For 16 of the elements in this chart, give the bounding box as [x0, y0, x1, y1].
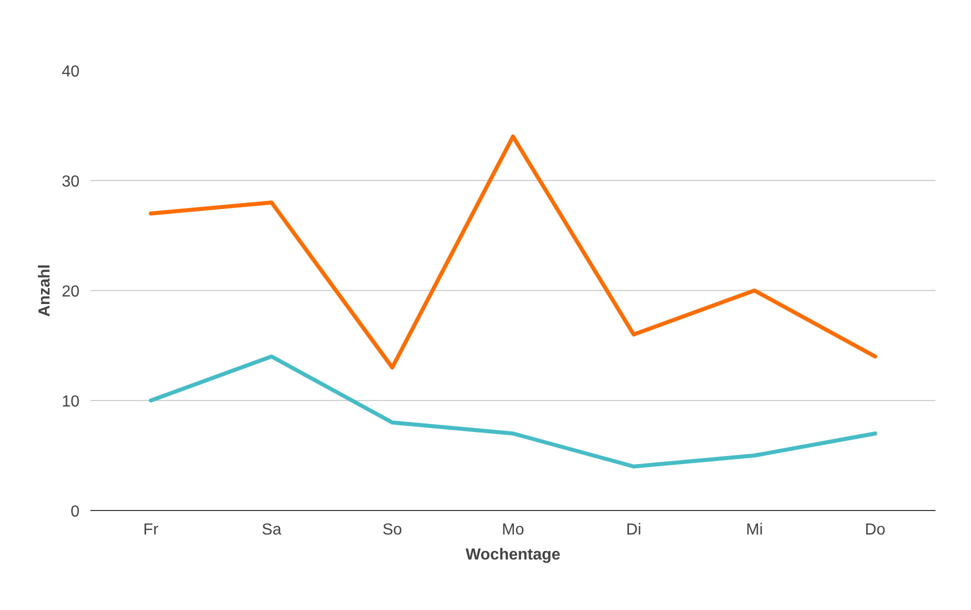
x-tick-label: Mi [746, 522, 763, 538]
x-tick-label: Mo [502, 522, 524, 538]
y-tick-label: 0 [70, 504, 80, 520]
x-tick-label: Sa [262, 522, 282, 538]
x-tick-label: Di [626, 522, 642, 538]
y-axis-title: Anzahl [36, 264, 54, 317]
x-tick-label: So [382, 522, 402, 538]
y-tick-label: 40 [62, 64, 80, 80]
line-series [148, 354, 878, 468]
y-tick-label: 30 [62, 174, 80, 190]
y-tick-label: 20 [62, 284, 80, 300]
line-series [148, 134, 878, 370]
y-tick-label: 10 [62, 394, 80, 410]
x-tick-label: Fr [143, 522, 160, 538]
x-tick-label: Do [864, 522, 886, 538]
x-axis-title: Wochentage [466, 546, 561, 564]
